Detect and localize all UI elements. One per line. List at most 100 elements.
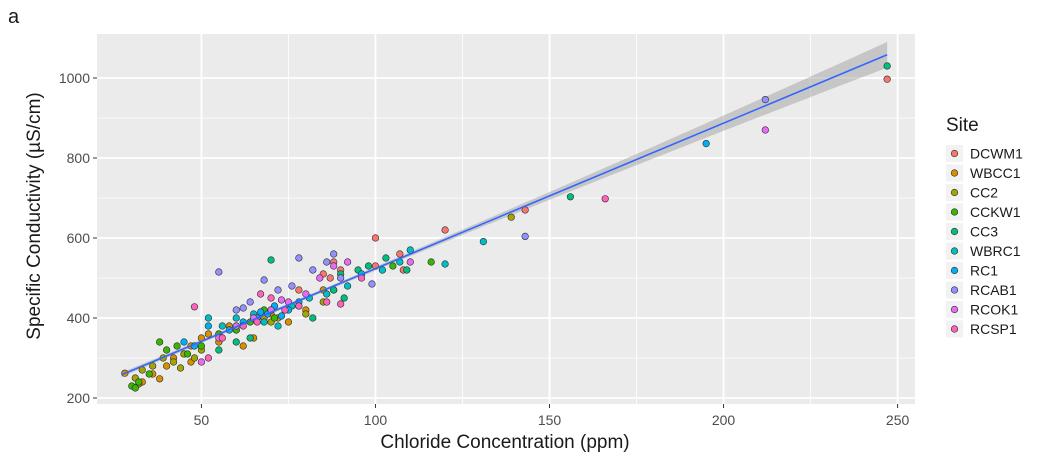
point-rcsp1 [190, 303, 199, 311]
legend-key-wbrc1 [950, 247, 959, 255]
point-cckw1 [427, 258, 435, 266]
point-wbcc1 [204, 330, 212, 338]
point-rcok1 [277, 296, 286, 304]
legend-label-dcwm1: DCWM1 [970, 146, 1023, 162]
x-tick-label: 200 [712, 412, 736, 428]
point-rcsp1 [295, 302, 303, 310]
point-rcsp1 [601, 195, 609, 203]
point-rcsp1 [337, 300, 345, 308]
point-cc3 [566, 193, 574, 201]
point-rcab1 [295, 254, 303, 262]
legend-key-cc3 [950, 227, 959, 236]
point-dcwm1 [396, 250, 404, 258]
confidence-band [121, 41, 888, 378]
legend: Site DCWM1 WBCC1 CC2 CCKW1 CC3 WBRC1 RC1 RCAB1 R… [946, 115, 1023, 338]
point-rcsp1 [267, 294, 275, 302]
point-rcsp1 [218, 334, 226, 342]
legend-key-rc1 [950, 266, 959, 275]
y-tick-label: 400 [67, 310, 91, 326]
legend-label-wbcc1: WBCC1 [970, 165, 1021, 181]
point-wbrc1 [218, 322, 226, 330]
point-rc1 [180, 338, 188, 346]
fit-line [121, 54, 888, 376]
point-dcwm1 [295, 286, 303, 294]
point-rcab1 [260, 276, 268, 284]
point-cckw1 [156, 338, 164, 346]
point-cckw1 [131, 384, 139, 392]
point-wbrc1 [479, 238, 487, 246]
point-cc3 [267, 256, 275, 264]
point-cckw1 [197, 342, 206, 350]
y-tick-label: 200 [67, 390, 91, 406]
x-axis-title: Chloride Concentration (ppm) [380, 432, 629, 453]
legend-key-cckw1 [950, 208, 959, 216]
point-wbcc1 [156, 375, 164, 383]
point-rcab1 [309, 266, 317, 274]
point-cc3 [883, 62, 891, 70]
point-dcwm1 [371, 234, 380, 242]
point-cckw1 [270, 314, 279, 322]
legend-label-cc2: CC2 [970, 185, 998, 201]
x-tick-label: 250 [886, 412, 910, 428]
confidence-band-layer [121, 41, 888, 378]
point-dcwm1 [883, 75, 891, 83]
point-cc3 [340, 294, 348, 302]
point-cc3 [232, 338, 240, 346]
point-dcwm1 [441, 226, 449, 234]
point-rcab1 [330, 250, 338, 258]
y-axis-title: Specific Conductivity (µS/cm) [24, 92, 45, 339]
legend-key-cc2 [950, 188, 959, 197]
point-rcok1 [197, 358, 206, 366]
point-cckw1 [135, 378, 143, 386]
fit-line-layer [121, 54, 888, 376]
point-wbrc1 [378, 266, 387, 274]
legend-key-dcwm1 [950, 149, 959, 158]
point-rcab1 [337, 274, 345, 282]
point-cckw1 [389, 262, 397, 270]
axis-ticks: 50 100 150 200 250 200 400 600 800 1000 [59, 70, 910, 428]
panel-label: a [8, 6, 20, 28]
legend-label-rcok1: RCOK1 [970, 302, 1018, 318]
point-rcab1 [246, 298, 254, 306]
point-cc2 [190, 354, 199, 362]
legend-label-rc1: RC1 [970, 263, 998, 279]
point-cc3 [364, 262, 373, 270]
point-cckw1 [173, 342, 181, 350]
y-tick-label: 800 [67, 150, 91, 166]
point-cc3 [403, 266, 411, 274]
point-rcok1 [330, 262, 338, 270]
point-dcwm1 [326, 274, 334, 282]
point-rcab1 [232, 306, 240, 314]
legend-key-wbcc1 [950, 169, 959, 177]
legend-label-cc3: CC3 [970, 224, 998, 240]
point-cckw1 [163, 346, 171, 354]
x-tick-label: 50 [194, 412, 210, 428]
point-rcok1 [316, 274, 324, 282]
point-wbcc1 [163, 362, 171, 370]
legend-label-rcab1: RCAB1 [970, 282, 1017, 298]
points-layer [121, 62, 891, 392]
x-tick-label: 100 [364, 412, 388, 428]
legend-key-rcok1 [950, 305, 959, 314]
point-rcsp1 [257, 290, 265, 298]
legend-label-wbrc1: WBRC1 [970, 243, 1021, 259]
y-tick-label: 600 [67, 230, 91, 246]
point-cc3 [382, 254, 390, 262]
point-cc2 [302, 310, 310, 318]
point-rcab1 [368, 280, 376, 288]
point-wbrc1 [274, 322, 282, 330]
minor-gridlines [97, 34, 915, 404]
point-wbcc1 [239, 342, 247, 350]
point-cckw1 [145, 370, 153, 378]
point-cckw1 [183, 350, 192, 358]
point-rc1 [257, 308, 265, 316]
point-wbrc1 [441, 260, 449, 268]
point-wbrc1 [204, 314, 212, 322]
point-rcab1 [215, 268, 223, 276]
legend-title: Site [946, 115, 979, 136]
point-rcab1 [239, 304, 247, 312]
legend-label-rcsp1: RCSP1 [970, 321, 1017, 337]
point-wbcc1 [284, 318, 293, 326]
point-cc3 [309, 314, 317, 322]
